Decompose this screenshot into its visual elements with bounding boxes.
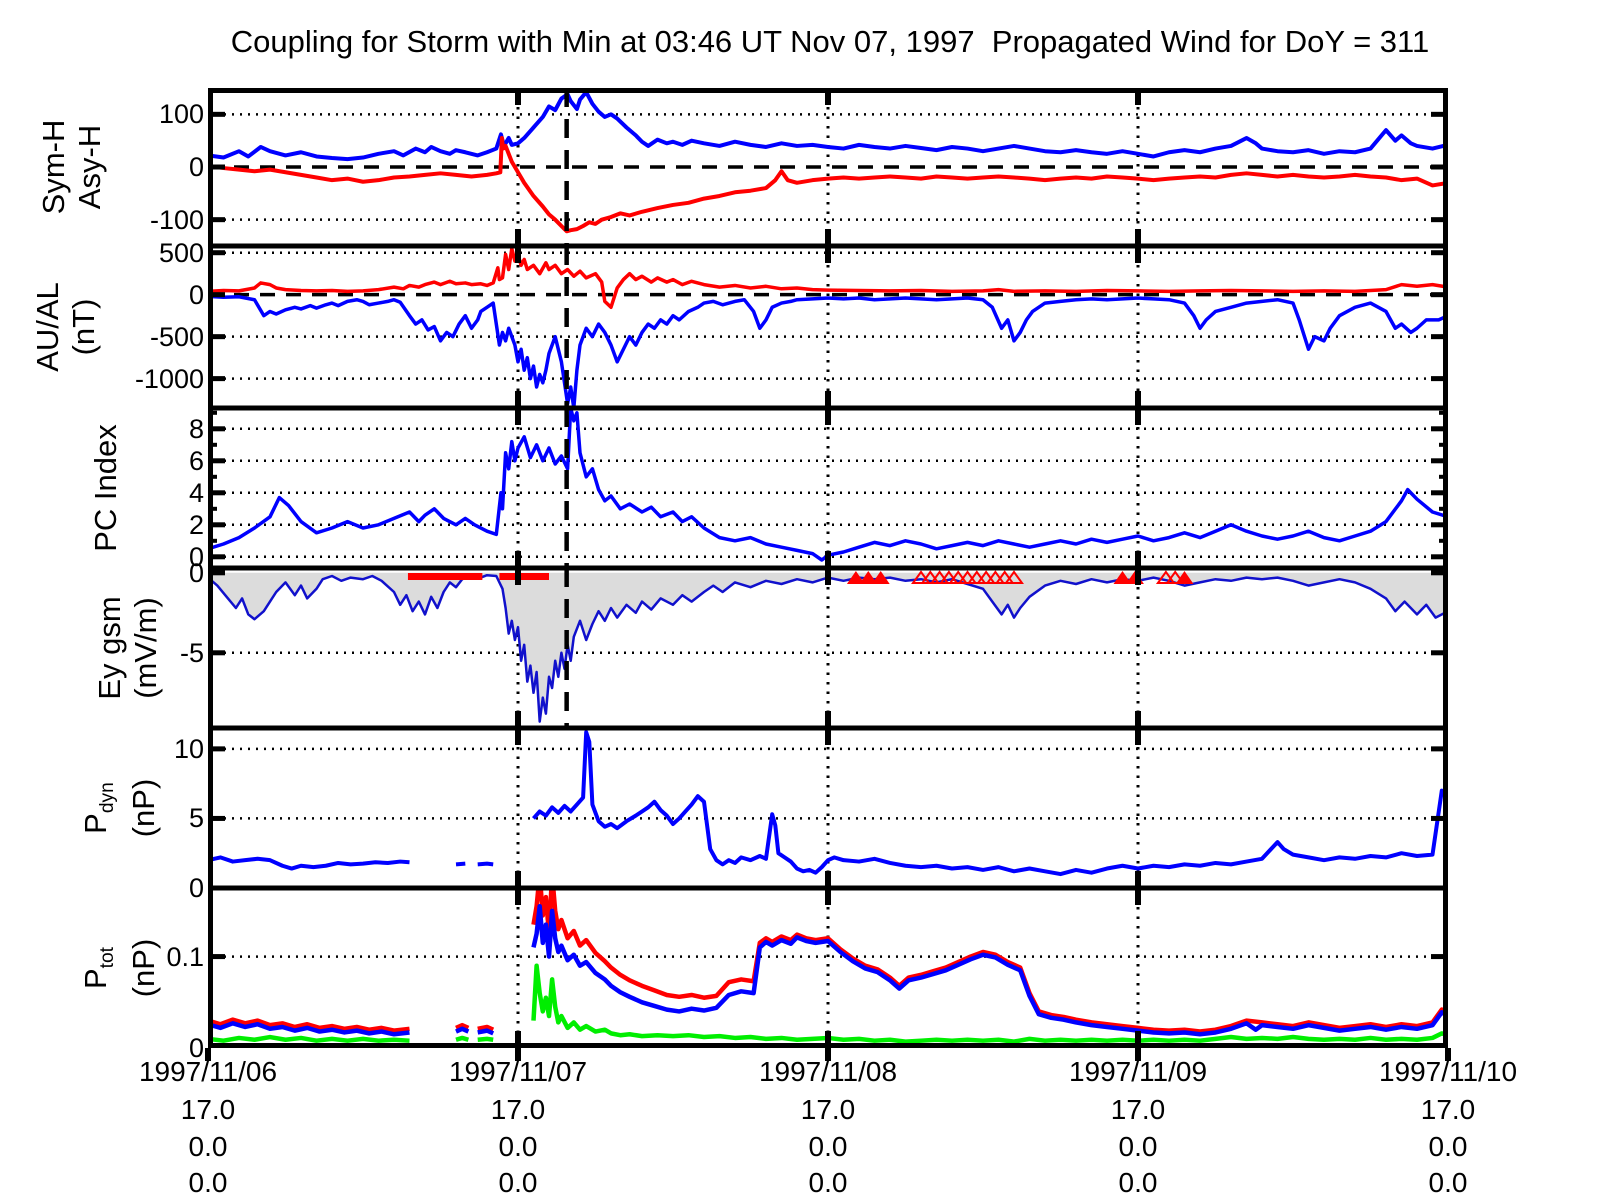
y-tick-label-pc-index: 2 <box>188 509 204 540</box>
panel-symh-asyh-plot <box>208 88 1448 246</box>
panel-pdyn-plot <box>208 728 1448 888</box>
x-tick-value-label: 0.0 <box>1428 1131 1468 1162</box>
y-tick-label-pc-index: 6 <box>188 445 204 476</box>
x-tick-value-label: 17.0 <box>1420 1094 1476 1125</box>
chart-title: Coupling for Storm with Min at 03:46 UT … <box>230 24 1430 59</box>
x-tick-value-label: 0.0 <box>498 1167 538 1198</box>
x-tick-date-label: 1997/11/10 <box>1378 1056 1518 1087</box>
x-tick-value-label: 0.0 <box>808 1167 848 1198</box>
y-axis-label-ey-gsm: Ey gsm (mV/m) <box>92 596 163 700</box>
y-tick-label-au-al: -1000 <box>134 363 204 394</box>
x-tick-value-label: 17.0 <box>800 1094 856 1125</box>
x-tick-value-label: 17.0 <box>180 1094 236 1125</box>
panel-ey-gsm-plot <box>208 568 1448 728</box>
y-tick-label-au-al: 500 <box>158 237 204 268</box>
x-tick-value-label: 0.0 <box>1118 1131 1158 1162</box>
y-axis-label-symh-asyh: Sym-H Asy-H <box>36 119 107 215</box>
y-tick-label-symh-asyh: 0 <box>188 152 204 182</box>
y-tick-label-ey-gsm: 0 <box>188 557 204 588</box>
y-tick-label-pdyn: 0 <box>188 873 204 903</box>
y-tick-label-symh-asyh: 100 <box>158 99 204 130</box>
y-tick-label-ptot: 0 <box>188 1033 204 1063</box>
y-tick-label-ey-gsm: -5 <box>179 637 204 668</box>
y-tick-label-symh-asyh: -100 <box>149 204 204 235</box>
x-tick-value-label: 17.0 <box>490 1094 546 1125</box>
x-tick-value-label: 0.0 <box>188 1167 228 1198</box>
panel-au-al-plot <box>208 246 1448 408</box>
y-tick-label-pc-index: 4 <box>188 477 204 508</box>
y-tick-label-pc-index: 0 <box>188 541 204 572</box>
x-tick-date-label: 1997/11/07 <box>448 1056 588 1087</box>
x-tick-value-label: 0.0 <box>498 1131 538 1162</box>
x-tick-date-label: 1997/11/09 <box>1068 1056 1208 1087</box>
y-tick-label-au-al: 0 <box>188 279 204 310</box>
panel-ptot-plot <box>208 888 1448 1048</box>
panel-pc-index-plot <box>208 408 1448 568</box>
x-tick-value-label: 0.0 <box>1428 1167 1468 1198</box>
x-tick-value-label: 0.0 <box>188 1131 228 1162</box>
y-tick-label-ptot: 0.1 <box>166 941 204 972</box>
x-tick-value-label: 0.0 <box>808 1131 848 1162</box>
x-tick-date-label: 1997/11/08 <box>758 1056 898 1087</box>
y-tick-label-pdyn: 5 <box>188 803 204 834</box>
y-tick-label-pdyn: 10 <box>173 733 204 764</box>
y-axis-label-pdyn: Pdyn (nP) <box>77 778 162 838</box>
x-tick-value-label: 17.0 <box>1110 1094 1166 1125</box>
x-tick-date-label: 1997/11/06 <box>138 1056 278 1087</box>
y-axis-label-ptot: Ptot (nP) <box>77 938 162 998</box>
y-axis-label-au-al: AU/AL (nT) <box>30 282 101 372</box>
x-tick-value-label: 0.0 <box>1118 1167 1158 1198</box>
y-tick-label-au-al: -500 <box>149 321 204 352</box>
y-tick-label-pc-index: 8 <box>188 413 204 444</box>
y-axis-label-pc-index: PC Index <box>88 424 123 552</box>
